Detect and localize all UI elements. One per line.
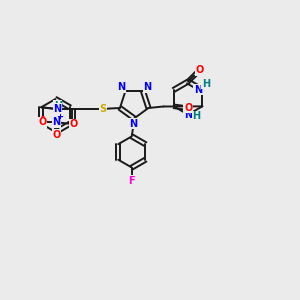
Text: N: N: [117, 82, 125, 92]
Text: N: N: [53, 104, 62, 114]
Text: H: H: [202, 79, 210, 89]
Text: S: S: [99, 104, 106, 114]
Text: O: O: [38, 117, 46, 127]
Text: O: O: [69, 119, 77, 129]
Text: O: O: [184, 103, 192, 113]
Text: O: O: [195, 65, 204, 75]
Text: N: N: [52, 117, 60, 127]
Text: N: N: [129, 119, 137, 129]
Text: N: N: [194, 85, 202, 95]
Text: F: F: [128, 176, 135, 186]
Text: N: N: [143, 82, 151, 92]
Text: N: N: [184, 110, 192, 120]
Text: +: +: [56, 112, 63, 122]
Text: -: -: [40, 112, 44, 122]
Text: H: H: [54, 101, 62, 111]
Text: O: O: [52, 130, 60, 140]
Text: H: H: [192, 111, 200, 121]
